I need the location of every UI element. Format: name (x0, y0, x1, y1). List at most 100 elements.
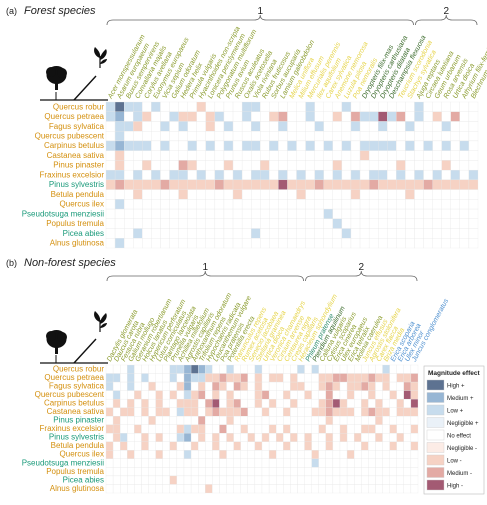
heatmap-cell (396, 484, 404, 494)
row-label: Alnus glutinosa (50, 239, 105, 248)
heatmap-cell (368, 364, 376, 374)
heatmap-cell (148, 433, 156, 442)
heatmap-cell (151, 169, 161, 181)
heatmap-cell (389, 398, 397, 408)
heatmap-cell (423, 228, 433, 239)
heatmap-cell (318, 467, 326, 477)
heatmap-cell (389, 424, 397, 434)
heatmap-cell (232, 169, 243, 181)
heatmap-cell (410, 398, 419, 408)
heatmap-cell (339, 416, 348, 425)
heatmap-cell (196, 189, 206, 200)
heatmap-cell (354, 364, 362, 374)
heatmap-cell (403, 416, 412, 425)
heatmap-cell (346, 416, 355, 425)
heatmap-cell (346, 381, 355, 391)
heatmap-cell (241, 179, 252, 190)
heatmap-cell (112, 364, 121, 374)
heatmap-cell (198, 433, 206, 442)
heatmap-cell (403, 475, 412, 485)
heatmap-cell (219, 398, 227, 408)
heatmap-cell (223, 218, 234, 229)
heatmap-cell (450, 121, 461, 132)
heatmap-cell (114, 189, 125, 200)
row-label: Populus tremula (46, 467, 104, 476)
heatmap-cell (389, 441, 397, 451)
heatmap-cell (287, 121, 297, 132)
heatmap-cell (297, 450, 305, 460)
heatmap-cell (176, 398, 185, 408)
heatmap-cell (368, 398, 376, 408)
heatmap-cell (441, 238, 451, 249)
heatmap-cell (233, 373, 241, 383)
heatmap-cell (290, 424, 298, 434)
heatmap-cell (241, 140, 252, 151)
heatmap-cell (133, 101, 143, 112)
heatmap-cell (450, 208, 461, 219)
heatmap-cell (350, 160, 361, 171)
heatmap-cell (318, 373, 326, 383)
heatmap-cell (276, 407, 284, 417)
heatmap-cell (432, 131, 442, 142)
heatmap-cell (276, 484, 284, 494)
heatmap-cell (305, 189, 315, 200)
heatmap-cell (240, 390, 248, 400)
heatmap-cell (141, 390, 149, 400)
heatmap-cell (251, 199, 261, 210)
heatmap-cell (105, 475, 114, 485)
heatmap-cell (205, 150, 216, 161)
heatmap-cell (162, 475, 170, 485)
heatmap-cell (269, 179, 279, 190)
heatmap-cell (375, 458, 383, 468)
heatmap-cell (387, 150, 397, 161)
heatmap-cell (332, 416, 341, 425)
heatmap-cell (359, 189, 370, 200)
heatmap-cell (450, 199, 461, 210)
heatmap-cell (459, 111, 470, 122)
heatmap-cell (123, 121, 134, 132)
heatmap-cell (169, 160, 179, 171)
heatmap-cell (232, 208, 243, 219)
heatmap-cell (254, 364, 263, 374)
heatmap-cell (268, 424, 277, 434)
heatmap-cell (296, 160, 306, 171)
heatmap-cell (114, 131, 125, 142)
heatmap-cell (350, 150, 361, 161)
heatmap-cell (341, 160, 352, 171)
heatmap-cell (403, 407, 412, 417)
heatmap-cell (205, 218, 216, 229)
heatmap-cell (190, 373, 199, 383)
heatmap-cell (403, 424, 412, 434)
heatmap-cell (268, 398, 277, 408)
heatmap-cell (247, 398, 256, 408)
heatmap-cell (325, 416, 334, 425)
heatmap-cell (169, 373, 178, 383)
heatmap-cell (187, 199, 197, 210)
heatmap-cell (305, 131, 315, 142)
heatmap-cell (269, 140, 279, 151)
heatmap-cell (212, 441, 220, 451)
heatmap-cell (432, 101, 442, 112)
heatmap-cell (232, 179, 243, 190)
heatmap-cell (254, 381, 263, 391)
heatmap-cell (268, 416, 277, 425)
heatmap-cell (382, 398, 390, 408)
heatmap-cell (468, 101, 479, 112)
heatmap-cell (176, 407, 185, 417)
heatmap-cell (247, 433, 256, 442)
heatmap-cell (311, 475, 319, 485)
heatmap-cell (441, 131, 451, 142)
heatmap-cell (178, 208, 188, 219)
heatmap-cell (134, 475, 142, 485)
heatmap-cell (205, 441, 213, 451)
heatmap-cell (226, 381, 234, 391)
heatmap-cell (432, 111, 442, 122)
heatmap-cell (223, 160, 234, 171)
heatmap-cell (123, 101, 134, 112)
heatmap-cell (450, 131, 461, 142)
heatmap-cell (176, 458, 185, 468)
heatmap-cell (240, 458, 248, 468)
heatmap-cell (212, 475, 220, 485)
heatmap-cell (233, 407, 241, 417)
heatmap-cell (423, 199, 433, 210)
